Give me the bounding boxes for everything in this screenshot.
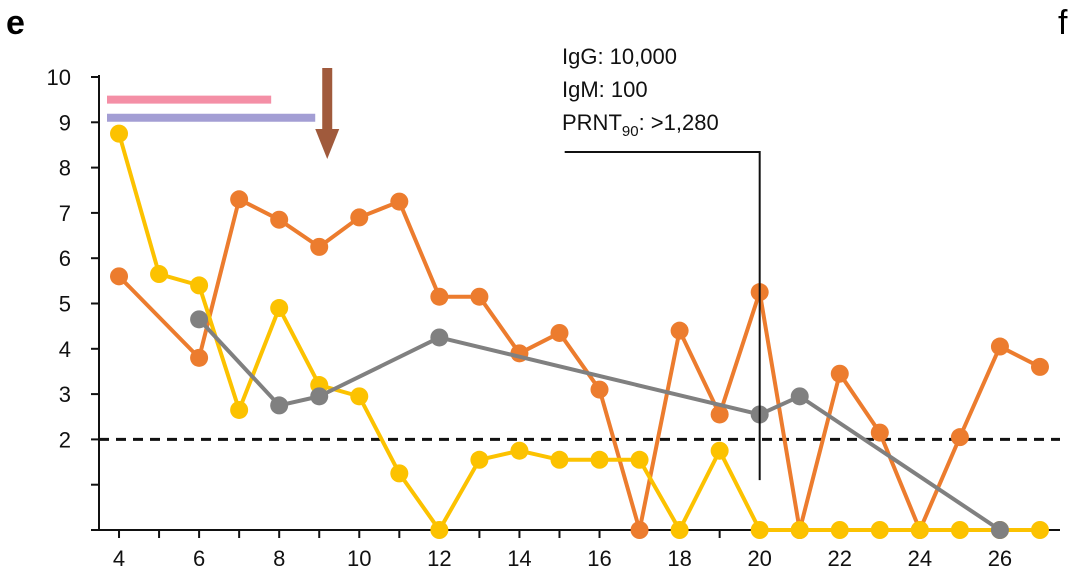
data-point	[950, 428, 969, 447]
data-point	[670, 321, 689, 340]
y-tick-label: 6	[59, 246, 71, 271]
annotation-pointer	[564, 151, 761, 481]
x-tick-label: 16	[587, 546, 611, 571]
data-point	[270, 299, 289, 318]
data-point	[470, 287, 489, 306]
series-group	[110, 124, 1049, 539]
data-point	[430, 521, 449, 539]
prnt-subscript: 90	[622, 123, 639, 140]
series-line	[117, 133, 1040, 532]
y-tick-label: 7	[59, 201, 71, 226]
series-1	[110, 124, 1049, 539]
data-point	[110, 267, 129, 286]
data-point	[590, 450, 609, 469]
data-point	[990, 337, 1009, 356]
y-tick-label: 2	[59, 427, 71, 452]
x-tick-label: 10	[347, 546, 371, 571]
data-point	[390, 464, 409, 483]
data-point	[110, 124, 129, 143]
data-point	[990, 521, 1009, 539]
x-tick-label: 12	[427, 546, 451, 571]
data-point	[310, 387, 329, 406]
y-tick-label: 10	[47, 65, 71, 90]
data-point	[430, 287, 449, 306]
data-point	[790, 387, 809, 406]
y-tick-label: 4	[59, 337, 71, 362]
data-point	[710, 441, 729, 460]
data-point	[230, 400, 249, 419]
x-tick-label: 8	[273, 546, 285, 571]
x-tick-label: 14	[507, 546, 531, 571]
x-tick-label: 18	[667, 546, 691, 571]
y-tick-label: 8	[59, 156, 71, 181]
data-point	[470, 450, 489, 469]
data-point	[1030, 357, 1049, 376]
data-point	[270, 396, 289, 415]
prnt-value: : >1,280	[639, 110, 719, 135]
data-point	[190, 310, 209, 329]
data-point	[350, 387, 369, 406]
annotation-prnt: PRNT90: >1,280	[562, 110, 719, 140]
prnt-main: PRNT	[562, 110, 622, 135]
x-tick-label: 22	[828, 546, 852, 571]
data-point	[510, 441, 529, 460]
panel-label: e	[6, 4, 25, 42]
x-tick-label: 26	[988, 546, 1012, 571]
data-point	[230, 190, 249, 209]
data-point	[830, 521, 849, 539]
data-point	[310, 237, 329, 256]
data-point	[390, 192, 409, 211]
next-panel-label: f	[1058, 4, 1068, 42]
arrow-marker	[315, 67, 340, 159]
data-point	[270, 210, 289, 229]
data-point	[150, 265, 169, 284]
data-point	[910, 521, 929, 539]
x-tick-label: 24	[908, 546, 932, 571]
data-point	[830, 364, 849, 383]
data-point	[350, 208, 369, 227]
data-point	[1030, 521, 1049, 539]
annotation-igg: IgG: 10,000	[562, 44, 677, 69]
annotation: IgG: 10,000 IgM: 100 PRNT90: >1,280	[562, 44, 761, 481]
data-point	[630, 450, 649, 469]
data-point	[670, 521, 689, 539]
x-tick-label: 6	[193, 546, 205, 571]
data-point	[190, 348, 209, 367]
data-point	[550, 450, 569, 469]
x-tick-label: 4	[113, 546, 125, 571]
data-point	[870, 521, 889, 539]
data-point	[710, 405, 729, 424]
exposure-bars	[107, 95, 316, 122]
x-tick-label: 20	[747, 546, 771, 571]
data-point	[190, 276, 209, 295]
data-point	[430, 328, 449, 347]
annotation-igm: IgM: 100	[562, 77, 648, 102]
y-tick-label: 5	[59, 292, 71, 317]
series-0	[110, 190, 1049, 539]
series-2	[190, 310, 1009, 539]
arrow-head	[315, 128, 340, 159]
data-point	[870, 423, 889, 442]
y-tick-label: 3	[59, 382, 71, 407]
data-point	[950, 521, 969, 539]
data-point	[750, 521, 769, 539]
data-point	[630, 521, 649, 539]
data-point	[550, 323, 569, 342]
axes: 2 3 4 5 6 7 8 9 10 4 6 8 10 12 14 16 18 20 22 24 26	[47, 65, 1060, 571]
data-point	[790, 521, 809, 539]
y-tick-label: 9	[59, 110, 71, 135]
data-point	[590, 380, 609, 399]
